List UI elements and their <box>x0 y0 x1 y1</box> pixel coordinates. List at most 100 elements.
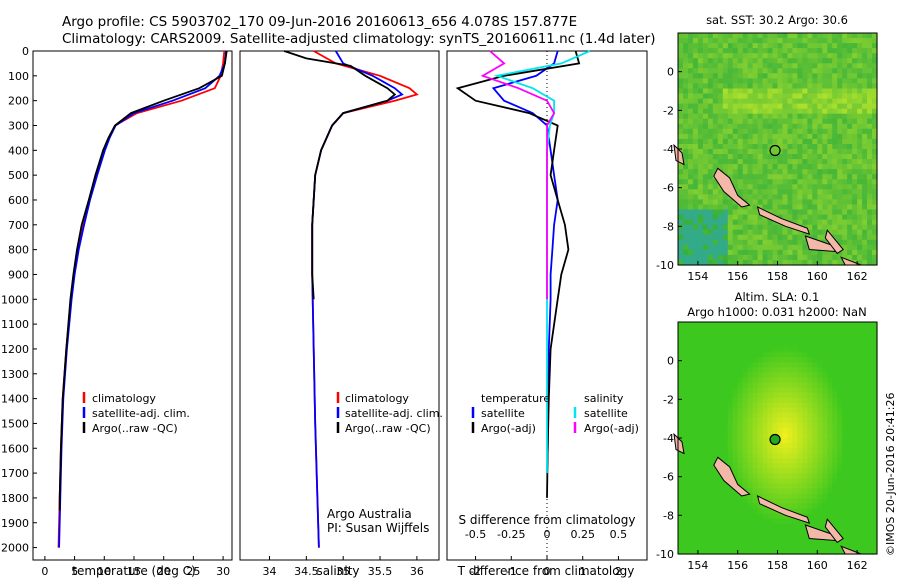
map-cell <box>847 154 853 160</box>
map-cell <box>832 473 838 479</box>
map-cell <box>787 342 794 348</box>
map-cell <box>712 138 719 145</box>
map-cell <box>852 68 858 74</box>
map-cell <box>757 332 764 338</box>
map-cell <box>747 463 754 469</box>
map-cell <box>678 189 684 195</box>
map-cell <box>857 154 863 160</box>
map-cell <box>732 377 739 384</box>
map-cell <box>712 387 719 394</box>
map-cell <box>737 123 744 130</box>
map-cell <box>747 159 754 165</box>
map-cell <box>767 407 774 414</box>
map-cell <box>852 458 858 464</box>
map-cell <box>847 352 853 358</box>
map-cell <box>807 184 813 190</box>
map-cell <box>837 387 843 394</box>
map-cell <box>817 337 823 343</box>
map-cell <box>722 523 729 530</box>
map-cell <box>732 33 739 39</box>
map-cell <box>857 397 863 404</box>
map-cell <box>842 523 848 530</box>
map-cell <box>757 78 764 84</box>
map-cell <box>852 453 858 459</box>
map-cell <box>722 357 729 363</box>
map-cell <box>862 528 868 535</box>
map-cell <box>802 493 808 500</box>
map-cell <box>732 332 739 338</box>
map-cell <box>727 372 734 378</box>
map-cell <box>737 438 744 444</box>
map-cell <box>792 58 798 64</box>
map-cell <box>817 260 823 266</box>
map-cell <box>782 93 789 100</box>
map-cell <box>697 179 704 185</box>
map-cell <box>787 194 794 200</box>
map-cell <box>692 78 699 84</box>
map-cell <box>762 78 769 84</box>
map-cell <box>842 149 848 155</box>
map-cell <box>688 417 694 424</box>
map-cell <box>702 103 709 110</box>
map-cell <box>852 523 858 530</box>
map-cell <box>737 224 744 231</box>
map-cell <box>722 533 729 540</box>
map-cell <box>822 342 828 348</box>
map-cell <box>697 392 704 399</box>
map-cell <box>812 260 818 266</box>
map-cell <box>727 63 734 69</box>
map-cell <box>697 327 704 333</box>
map-cell <box>822 483 828 489</box>
map-cell <box>702 133 709 140</box>
map-cell <box>752 144 759 150</box>
map-cell <box>702 327 709 333</box>
map-cell <box>827 498 833 505</box>
map-cell <box>742 357 749 363</box>
map-cell <box>802 448 808 454</box>
map-cell <box>747 214 754 221</box>
map-cell <box>792 427 798 434</box>
map-cell <box>678 260 684 266</box>
map-cell <box>802 154 808 160</box>
map-cell <box>817 199 823 205</box>
map-cell <box>702 159 709 165</box>
map-cell <box>757 549 764 555</box>
map-cell <box>707 68 714 74</box>
map-cell <box>683 337 689 343</box>
map-cell <box>747 412 754 419</box>
map-cell <box>752 133 759 140</box>
map-cell <box>777 422 784 429</box>
map-cell <box>792 367 798 373</box>
map-cell <box>727 543 734 550</box>
map-cell <box>702 154 709 160</box>
map-cell <box>757 48 764 54</box>
map-cell <box>752 88 759 95</box>
map-cell <box>737 327 744 333</box>
map-cell <box>692 352 699 358</box>
map-cell <box>792 144 798 150</box>
map-cell <box>852 327 858 333</box>
map-cell <box>688 209 694 216</box>
map-cell <box>812 133 818 140</box>
map-cell <box>852 387 858 394</box>
map-cell <box>862 254 868 261</box>
map-cell <box>822 93 828 100</box>
map-cell <box>747 468 754 474</box>
map-cell <box>772 58 779 64</box>
land-polygon <box>673 143 685 166</box>
map-cell <box>867 498 873 505</box>
map-cell <box>822 58 828 64</box>
map-cell <box>697 417 704 424</box>
map-cell <box>737 38 744 44</box>
map-cell <box>747 98 754 105</box>
map-cell <box>707 503 714 510</box>
map-cell <box>762 169 769 175</box>
map-cell <box>707 488 714 494</box>
map-cell <box>777 83 784 89</box>
map-cell <box>752 493 759 500</box>
map-cell <box>772 412 779 419</box>
map-cell <box>862 249 868 256</box>
map-cell <box>752 149 759 155</box>
map-cell <box>712 448 719 454</box>
map-cell <box>802 73 808 79</box>
